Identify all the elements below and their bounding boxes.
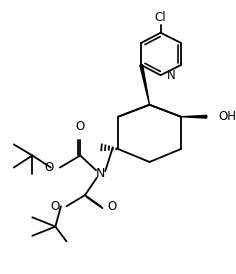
Text: N: N (96, 167, 105, 181)
Text: Cl: Cl (155, 10, 166, 24)
Text: OH: OH (219, 110, 236, 123)
Text: N: N (167, 69, 176, 82)
Polygon shape (140, 65, 150, 105)
Text: O: O (44, 161, 54, 174)
Polygon shape (181, 115, 207, 118)
Text: O: O (107, 200, 116, 213)
Text: O: O (51, 200, 60, 213)
Text: O: O (76, 120, 85, 133)
